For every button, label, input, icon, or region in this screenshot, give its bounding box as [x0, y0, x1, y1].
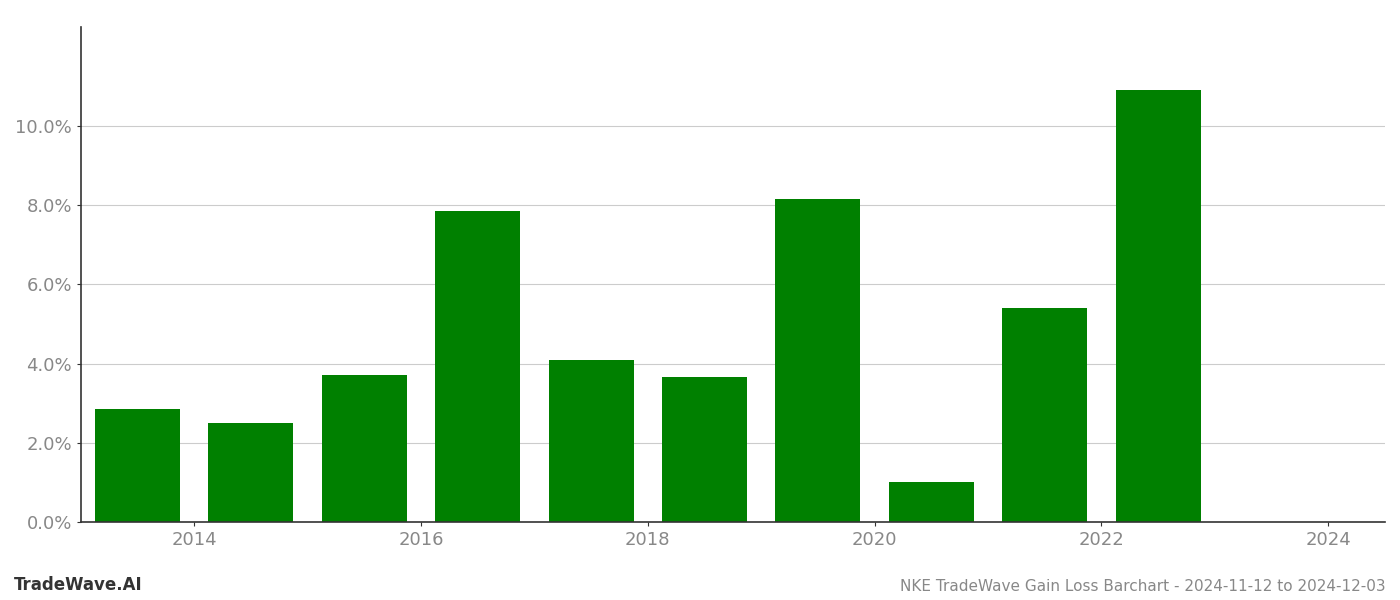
Bar	[549, 359, 634, 522]
Bar	[322, 376, 407, 522]
Bar	[435, 211, 521, 522]
Bar	[776, 199, 861, 522]
Bar	[1002, 308, 1088, 522]
Bar	[209, 423, 294, 522]
Bar	[889, 482, 974, 522]
Bar	[95, 409, 181, 522]
Text: TradeWave.AI: TradeWave.AI	[14, 576, 143, 594]
Bar	[662, 377, 748, 522]
Bar	[1116, 91, 1201, 522]
Text: NKE TradeWave Gain Loss Barchart - 2024-11-12 to 2024-12-03: NKE TradeWave Gain Loss Barchart - 2024-…	[900, 579, 1386, 594]
